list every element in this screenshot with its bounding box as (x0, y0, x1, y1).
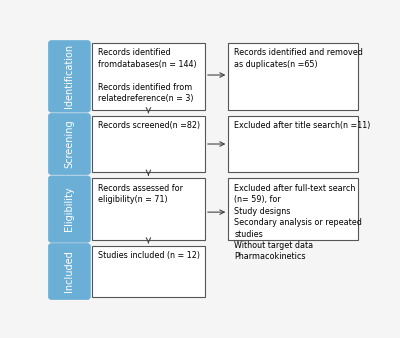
Text: Screening: Screening (64, 120, 74, 168)
FancyBboxPatch shape (48, 244, 90, 299)
Text: Studies included (n = 12): Studies included (n = 12) (98, 251, 200, 260)
FancyBboxPatch shape (92, 116, 205, 172)
Text: Records identified
fromdatabases(n = 144)

Records identified from
relatedrefere: Records identified fromdatabases(n = 144… (98, 48, 197, 103)
FancyBboxPatch shape (92, 43, 205, 110)
FancyBboxPatch shape (48, 176, 90, 242)
FancyBboxPatch shape (48, 41, 90, 112)
FancyBboxPatch shape (228, 43, 358, 110)
Text: Identification: Identification (64, 44, 74, 108)
Text: Records screened(n =82): Records screened(n =82) (98, 121, 200, 130)
Text: Records assessed for
eligibility(n = 71): Records assessed for eligibility(n = 71) (98, 184, 183, 204)
Text: Records identified and removed
as duplicates(n =65): Records identified and removed as duplic… (234, 48, 363, 69)
Text: Included: Included (64, 251, 74, 292)
Text: Eligibility: Eligibility (64, 187, 74, 232)
Text: Excluded after full-text search
(n= 59), for
Study designs
Secondary analysis or: Excluded after full-text search (n= 59),… (234, 184, 362, 261)
FancyBboxPatch shape (228, 116, 358, 172)
FancyBboxPatch shape (228, 178, 358, 240)
FancyBboxPatch shape (92, 246, 205, 297)
FancyBboxPatch shape (92, 178, 205, 240)
Text: Excluded after title search(n =11): Excluded after title search(n =11) (234, 121, 371, 130)
FancyBboxPatch shape (48, 114, 90, 175)
